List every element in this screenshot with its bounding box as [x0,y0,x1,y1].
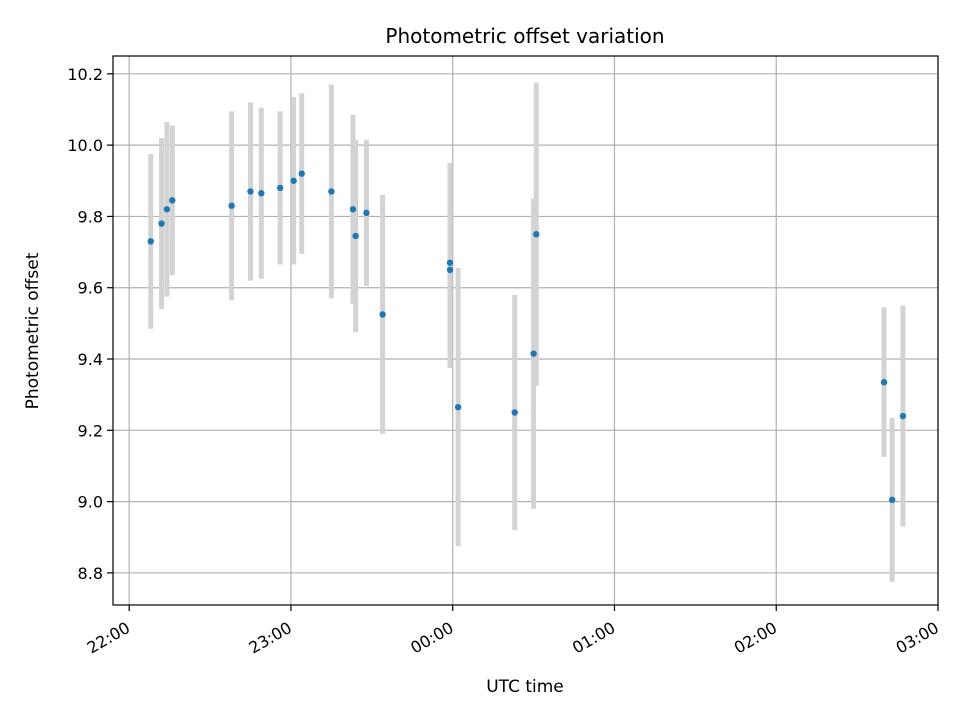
data-point [454,403,462,411]
x-axis-title: UTC time [486,677,564,697]
data-point [446,259,454,266]
data-point [363,209,370,217]
data-point [899,412,907,420]
y-axis-ticks: 8.8 9.0 9.2 9.4 9.6 9.8 10.0 10.2 [67,65,113,583]
y-tick-label: 10.0 [67,136,103,155]
y-tick-label: 10.2 [67,65,103,84]
y-tick-label: 8.8 [78,564,103,583]
data-point [147,238,154,245]
chart-title: Photometric offset variation [385,24,664,48]
data-point [169,197,176,204]
data-point [158,220,165,227]
data-point [298,170,305,177]
data-point [247,188,254,195]
data-point [511,409,518,416]
data-point [328,188,335,195]
data-point [379,311,386,318]
data-point [352,232,359,240]
data-point [163,206,171,213]
data-point [888,496,896,504]
data-point [533,231,540,238]
data-point [228,202,235,209]
data-point [349,206,357,213]
data-point [276,184,284,192]
data-point [880,378,888,386]
data-point [446,266,454,274]
data-point [258,190,265,197]
data-point [290,177,297,184]
data-points [147,170,907,504]
y-tick-label: 9.8 [78,207,103,226]
plot-frame [112,55,939,606]
y-tick-label: 9.4 [78,350,103,369]
y-tick-label: 9.0 [78,493,103,512]
y-tick-label: 9.2 [78,421,103,440]
y-axis-title: Photometric offset [23,252,43,409]
data-point [530,350,537,357]
y-tick-label: 9.6 [78,279,103,298]
